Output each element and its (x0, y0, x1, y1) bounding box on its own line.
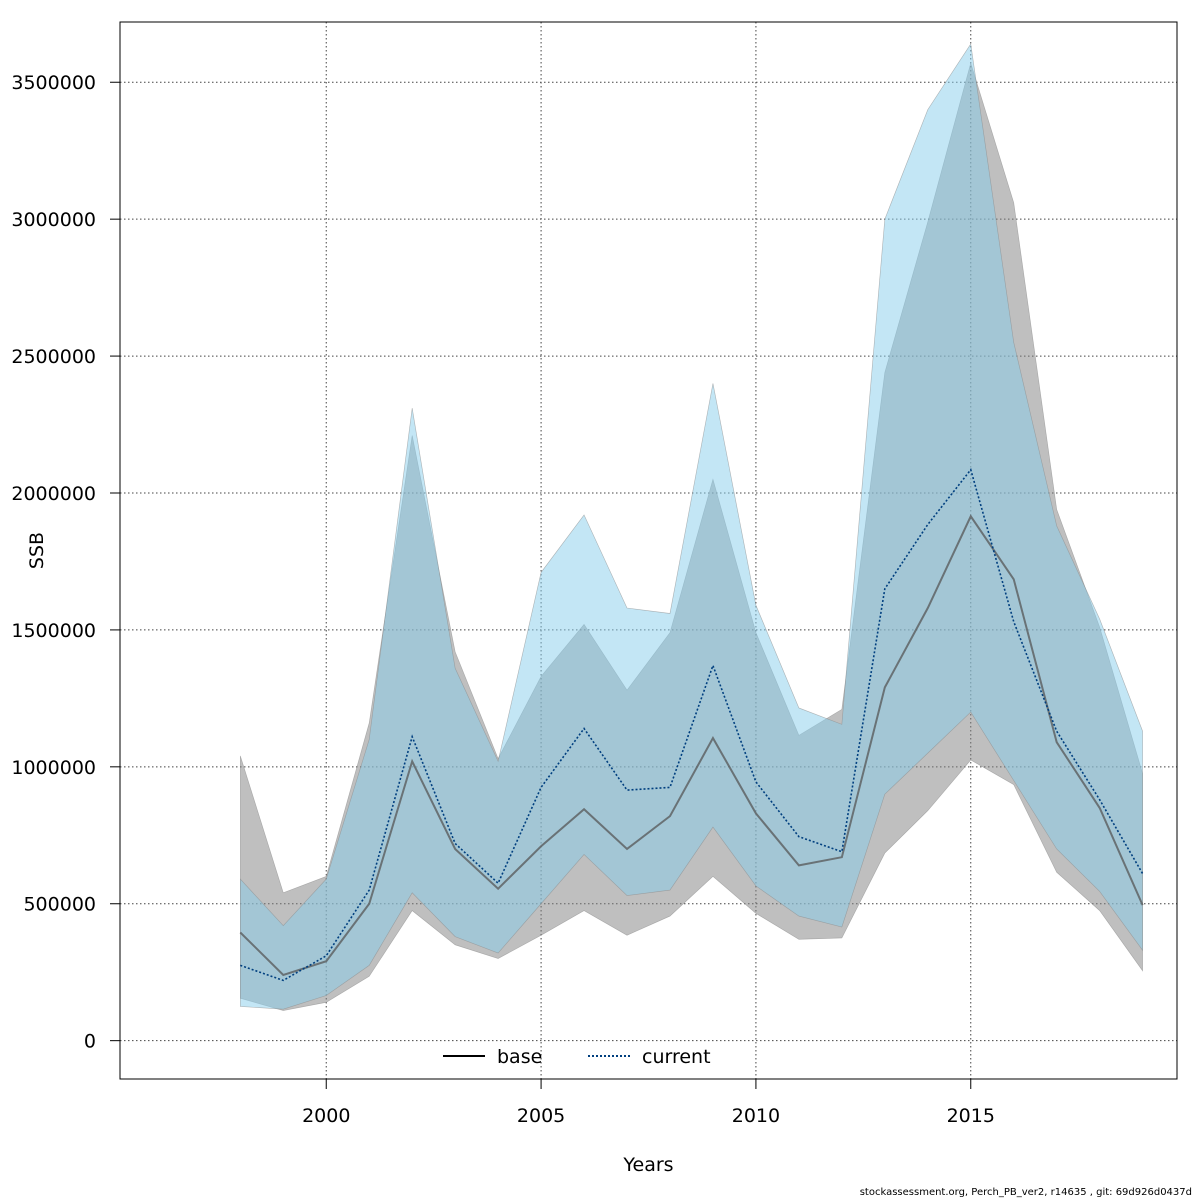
y-tick-label: 3500000 (11, 72, 96, 94)
series-lines (239, 467, 1144, 982)
line-current (240, 467, 1144, 982)
y-tick-label: 500000 (23, 894, 96, 916)
x-tick-label: 2015 (947, 1105, 995, 1127)
legend-label-current: current (642, 1046, 711, 1068)
x-tick-label: 2010 (732, 1105, 780, 1127)
confidence-bands (240, 43, 1143, 1011)
x-axis: 2000 2005 2010 2015 (302, 1078, 995, 1127)
y-tick-label: 0 (84, 1031, 96, 1053)
x-tick-label: 2005 (517, 1105, 565, 1127)
band-current (240, 43, 1143, 1010)
y-tick-label: 3000000 (11, 209, 96, 231)
legend: base current (443, 1046, 711, 1068)
y-axis: 0 500000 1000000 1500000 2000000 2500000 30000… (11, 72, 120, 1053)
x-tick-label: 2000 (302, 1105, 350, 1127)
footnote: stockassessment.org, Perch_PB_ver2, r146… (859, 1187, 1192, 1198)
y-tick-label: 1500000 (11, 620, 96, 642)
y-tick-label: 1000000 (11, 757, 96, 779)
x-axis-title: Years (622, 1154, 673, 1176)
y-axis-title: SSB (26, 532, 48, 569)
y-tick-label: 2000000 (11, 483, 96, 505)
legend-label-base: base (497, 1046, 542, 1068)
y-tick-label: 2500000 (11, 346, 96, 368)
